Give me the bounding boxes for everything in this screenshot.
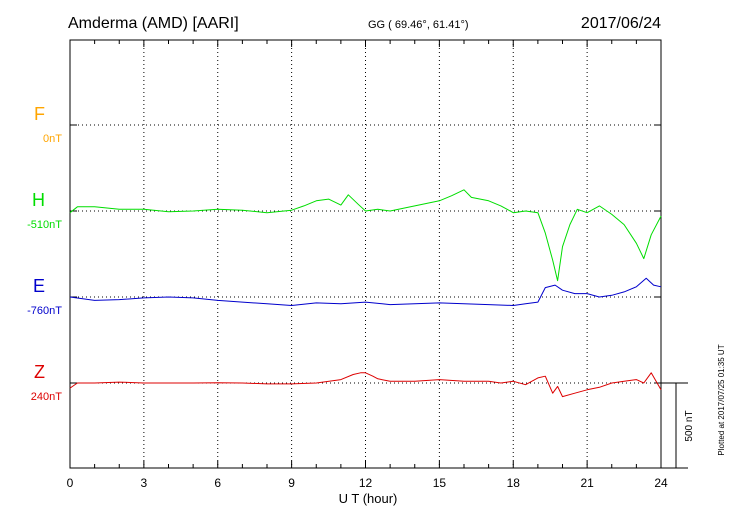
channel-baseline-f: 0nT	[43, 133, 62, 145]
series-line-e	[69, 277, 662, 306]
x-tick-label-15: 15	[433, 476, 447, 490]
plot-area	[69, 39, 662, 469]
x-tick-labels: 0 3 6 9 12 15 18 21 24	[67, 476, 668, 490]
plot-date: 2017/06/24	[581, 15, 661, 32]
channel-name-z: Z	[34, 362, 45, 382]
station-title: Amderma (AMD) [AARI]	[68, 15, 239, 32]
x-tick-label-12: 12	[359, 476, 373, 490]
channel-name-e: E	[33, 276, 45, 296]
plotted-timestamp: Plotted at 2017/07/25 01:35 UT	[717, 344, 726, 455]
x-tick-label-6: 6	[214, 476, 221, 490]
channel-name-h: H	[32, 190, 45, 210]
station-coordinates: GG ( 69.46°, 61.41°)	[368, 19, 469, 31]
x-tick-label-21: 21	[580, 476, 594, 490]
x-axis-label: U T (hour)	[339, 491, 398, 506]
x-tick-label-18: 18	[507, 476, 521, 490]
scale-bar-label: 500 nT	[684, 410, 695, 441]
channel-baseline-e: -760nT	[27, 305, 62, 317]
series-line-h	[69, 189, 662, 282]
series-lines	[69, 189, 662, 398]
series-line-z	[69, 372, 662, 398]
channel-baseline-h: -510nT	[27, 219, 62, 231]
grid	[70, 40, 661, 468]
channel-labels: F 0nT H -510nT E -760nT Z 240nT	[27, 104, 62, 403]
channel-baseline-z: 240nT	[31, 391, 62, 403]
scale-bar: 500 nT	[661, 382, 695, 469]
x-tick-label-3: 3	[141, 476, 148, 490]
x-tick-label-0: 0	[67, 476, 74, 490]
x-tick-label-9: 9	[288, 476, 295, 490]
x-tick-label-24: 24	[654, 476, 668, 490]
channel-name-f: F	[34, 104, 45, 124]
tick-marks	[69, 40, 662, 468]
